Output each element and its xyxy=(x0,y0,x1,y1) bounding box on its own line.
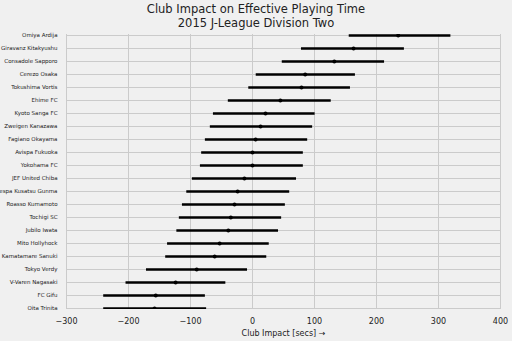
svg-text:−100: −100 xyxy=(180,317,202,326)
svg-text:Ehime FC: Ehime FC xyxy=(32,97,58,103)
svg-text:Consadole Sapporo: Consadole Sapporo xyxy=(4,58,58,65)
svg-text:0: 0 xyxy=(250,317,255,326)
svg-text:Zweigen Kanazawa: Zweigen Kanazawa xyxy=(4,123,57,130)
svg-text:300: 300 xyxy=(431,317,446,326)
html-text:Club Impact on Effective Playi: Club Impact on Effective Playing Time xyxy=(146,2,366,16)
svg-text:Giravanz Kitakyushu: Giravanz Kitakyushu xyxy=(1,45,57,52)
svg-text:Tokushima Vortis: Tokushima Vortis xyxy=(10,84,57,90)
svg-text:Mito Hollyhock: Mito Hollyhock xyxy=(17,240,58,247)
svg-text:Roasso Kumamoto: Roasso Kumamoto xyxy=(7,201,59,207)
svg-text:Club Impact [secs] →: Club Impact [secs] → xyxy=(242,329,326,338)
html-text:2015 J-League Division Two: 2015 J-League Division Two xyxy=(177,16,335,30)
svg-text:Kyoto Sanga FC: Kyoto Sanga FC xyxy=(14,110,57,117)
svg-text:Yokohama FC: Yokohama FC xyxy=(20,162,58,168)
svg-text:400: 400 xyxy=(493,317,508,326)
svg-text:Thespa Kusatsu Gunma: Thespa Kusatsu Gunma xyxy=(0,188,58,195)
svg-text:Omiya Ardija: Omiya Ardija xyxy=(22,32,57,39)
svg-text:FC Gifu: FC Gifu xyxy=(38,292,58,298)
svg-text:Avispa Fukuoka: Avispa Fukuoka xyxy=(15,149,57,156)
svg-text:−200: −200 xyxy=(118,317,140,326)
svg-text:Kamatamare Sanuki: Kamatamare Sanuki xyxy=(2,253,58,259)
svg-text:JEF United Chiba: JEF United Chiba xyxy=(11,175,58,182)
svg-text:Oita Trinita: Oita Trinita xyxy=(27,305,57,311)
svg-text:Tochigi SC: Tochigi SC xyxy=(29,214,58,221)
svg-text:Cerezo Osaka: Cerezo Osaka xyxy=(20,71,58,77)
svg-text:Jubilo Iwata: Jubilo Iwata xyxy=(25,227,58,234)
svg-text:−300: −300 xyxy=(56,317,78,326)
svg-text:V-Varen Nagasaki: V-Varen Nagasaki xyxy=(10,279,58,286)
svg-text:Fagiano Okayama: Fagiano Okayama xyxy=(8,136,57,143)
svg-text:200: 200 xyxy=(369,317,384,326)
svg-text:Tokyo Verdy: Tokyo Verdy xyxy=(24,266,59,273)
svg-text:100: 100 xyxy=(307,317,322,326)
